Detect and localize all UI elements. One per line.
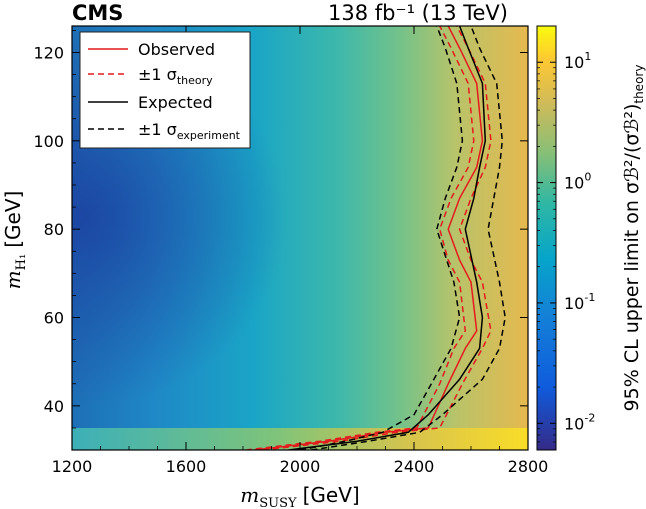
y-tick-label: 80 (44, 220, 64, 239)
colorbar-ticks: 10-2 10-1 100 101 (537, 25, 595, 451)
x-tick-label: 2800 (508, 457, 549, 476)
colorbar-label: 95% CL upper limit on σℬ²/(σℬ²)theory (621, 65, 646, 412)
x-tick-label: 2400 (394, 457, 435, 476)
y-axis-ticks: 40 60 80 100 120 (33, 30, 528, 429)
y-tick-label: 120 (33, 44, 64, 63)
luminosity-label: 138 fb⁻¹ (13 TeV) (328, 1, 508, 25)
x-axis-label-unit: [GeV] (303, 483, 360, 507)
legend-label-experiment: ±1 σexperiment (138, 120, 241, 142)
legend: Observed ±1 σtheory Expected ±1 σexperim… (79, 31, 251, 149)
y-axis-label-sub: H₁ (14, 254, 29, 271)
y-axis-label: mH₁ [GeV] (1, 191, 29, 290)
legend-label-theory: ±1 σtheory (138, 65, 213, 87)
contour-expected-1-experiment (299, 26, 464, 450)
legend-label-theory-sub: theory (177, 74, 213, 87)
colorbar-label-sub: theory (632, 65, 646, 104)
colorbar-tick-label: 10-2 (564, 411, 595, 433)
legend-label-expected: Expected (138, 93, 213, 112)
x-tick-label: 1600 (166, 457, 207, 476)
limit-contours (245, 26, 506, 450)
contour-expected-1-experiment (311, 26, 506, 450)
contour-expected (288, 26, 487, 450)
x-tick-label: 2000 (280, 457, 321, 476)
legend-label-experiment-sub: experiment (177, 129, 241, 142)
legend-label-observed: Observed (138, 40, 215, 59)
colorbar-tick-label: 10-1 (564, 291, 595, 313)
experiment-label: CMS (72, 1, 123, 25)
contour-observed (254, 26, 484, 450)
legend-label-theory-main: ±1 σ (138, 65, 177, 84)
y-tick-label: 40 (44, 397, 64, 416)
y-tick-label: 100 (33, 132, 64, 151)
x-tick-label: 1200 (52, 457, 93, 476)
x-axis-ticks: 1200 1600 2000 2400 2800 (52, 26, 549, 476)
legend-label-experiment-main: ±1 σ (138, 120, 177, 139)
colorbar-tick-label: 101 (564, 50, 591, 72)
colorbar (536, 25, 557, 451)
colorbar-tick-label: 100 (564, 171, 591, 193)
colorbar-label-main: 95% CL upper limit on σℬ²/(σℬ²) (621, 104, 643, 412)
contour-observed-1-theory (245, 26, 475, 450)
y-tick-label: 60 (44, 309, 64, 328)
y-axis-label-var: m (1, 270, 25, 289)
x-axis-label: mSUSY [GeV] (240, 483, 359, 509)
y-axis-label-unit: [GeV] (1, 191, 25, 248)
x-axis-label-sub: SUSY (259, 496, 297, 509)
x-axis-label-var: m (240, 483, 259, 507)
